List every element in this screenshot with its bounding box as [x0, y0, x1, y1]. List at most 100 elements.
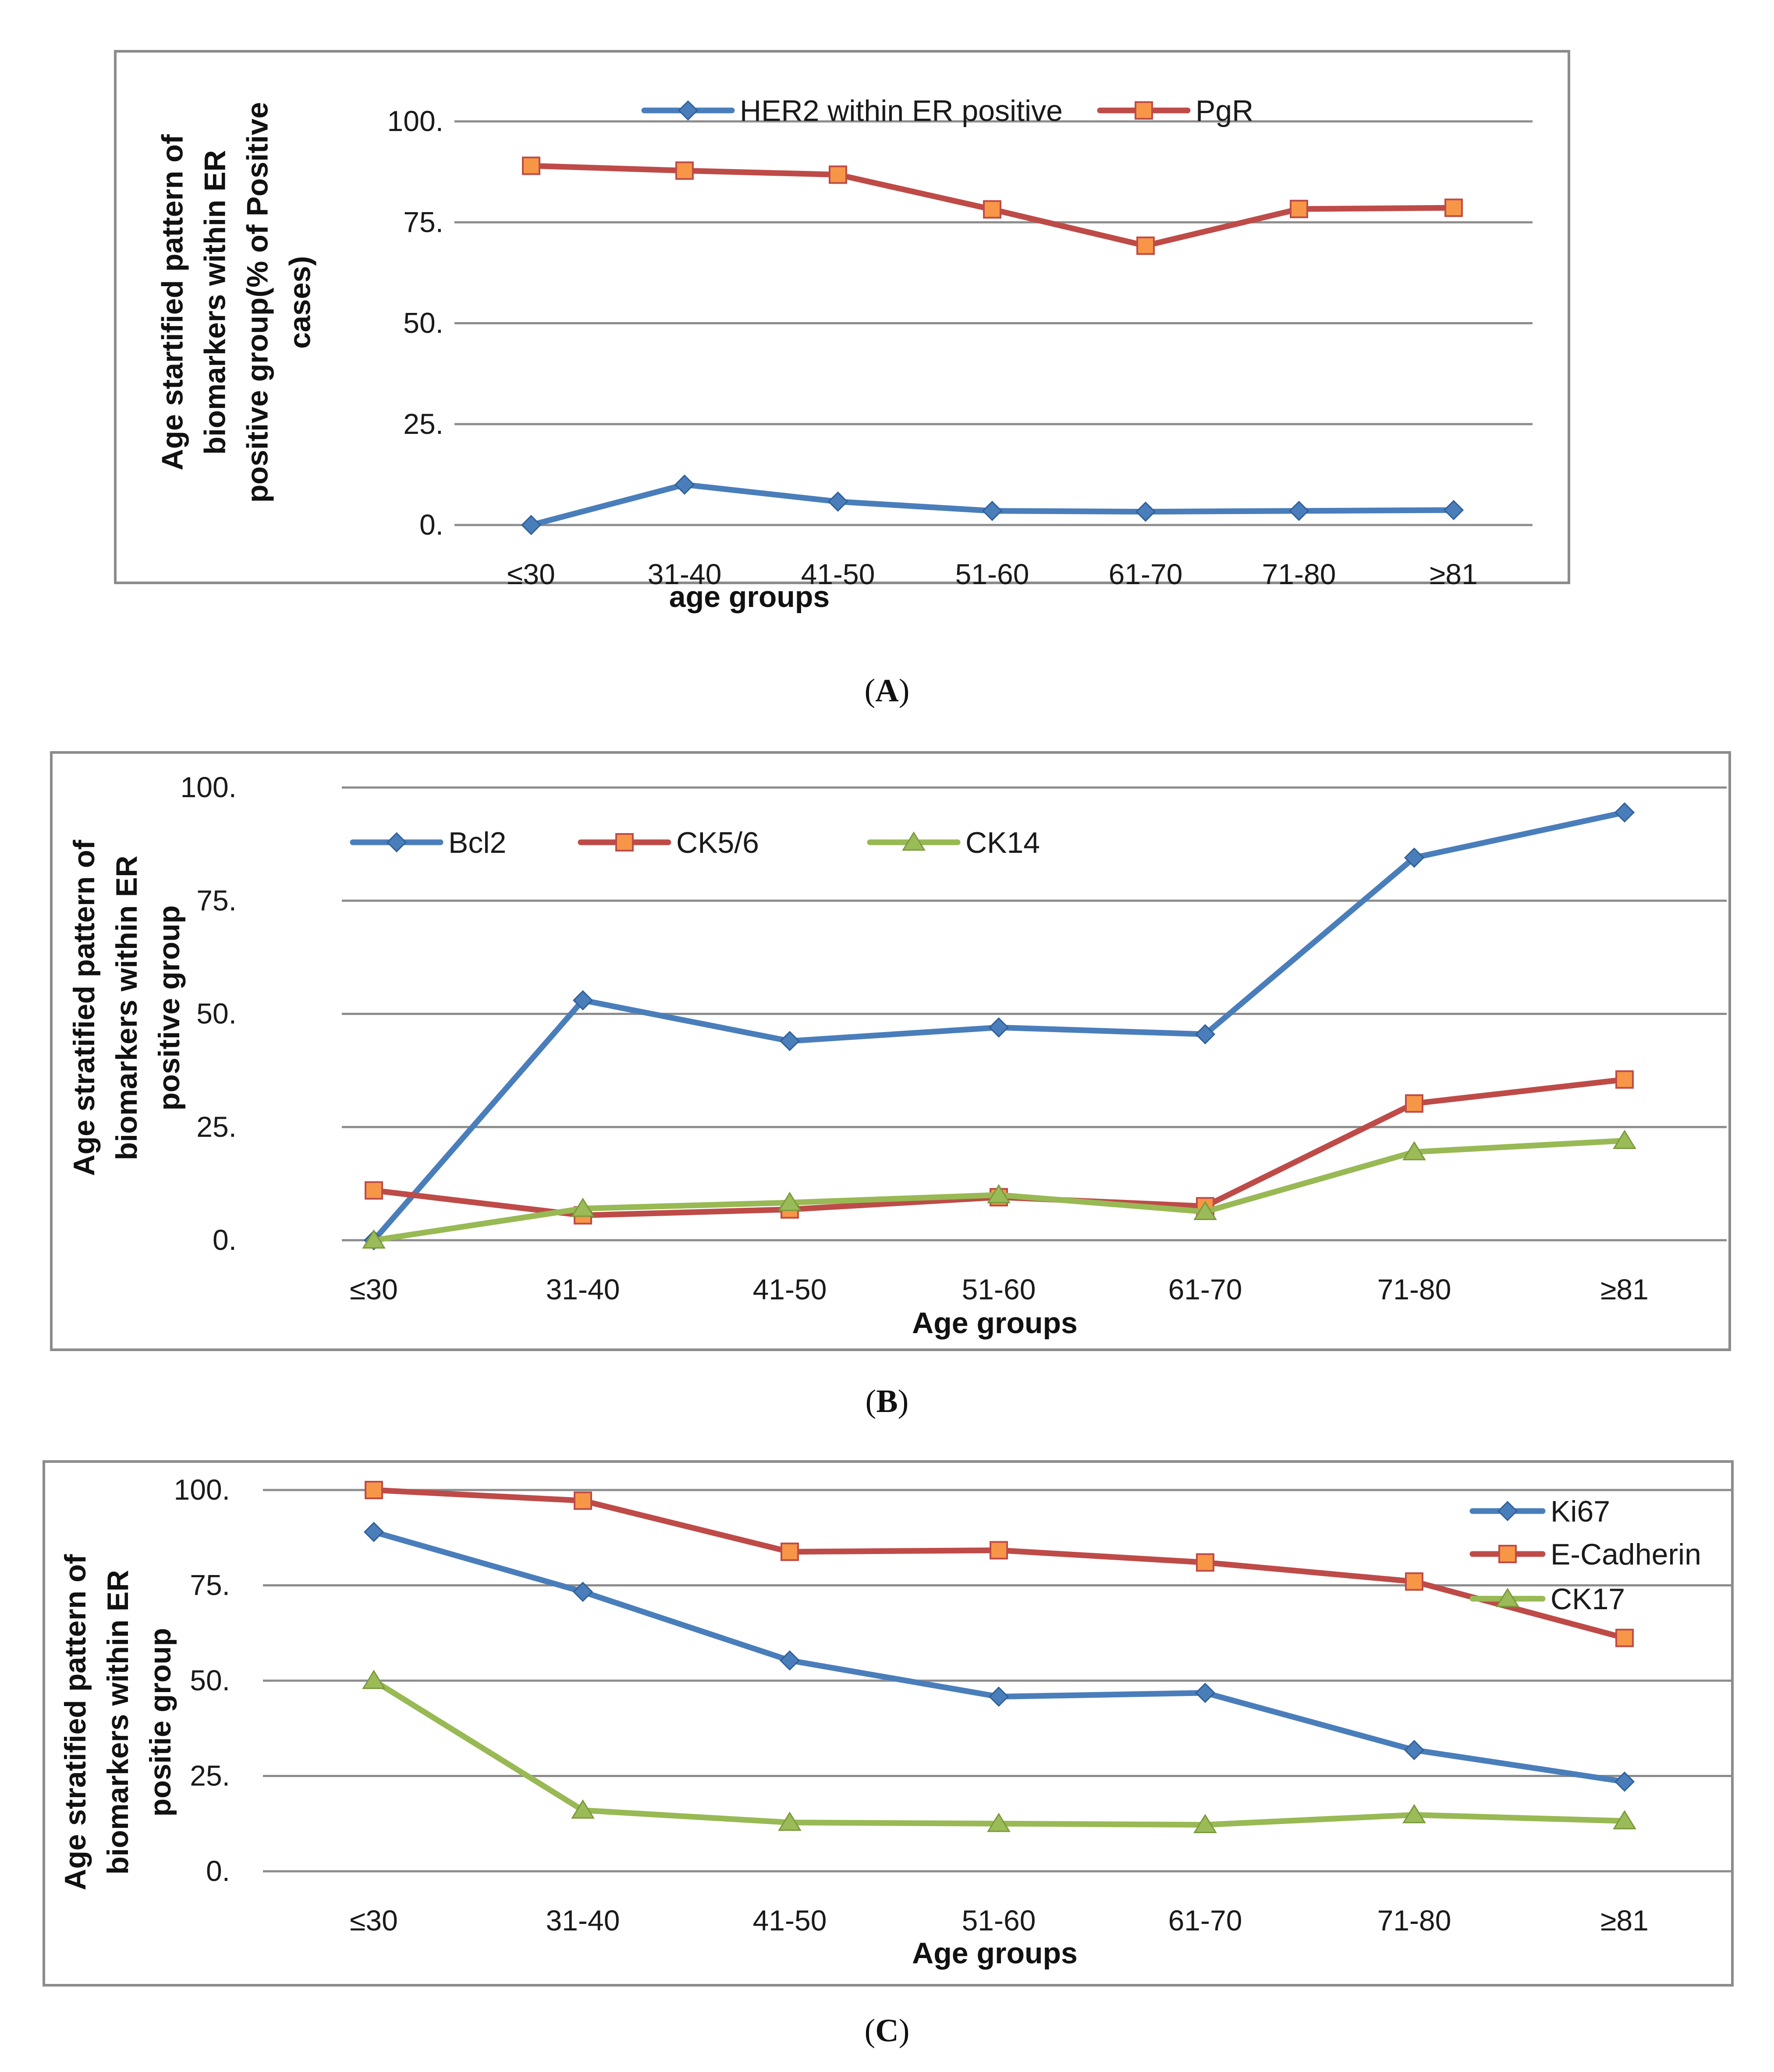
- data-point: [1402, 1141, 1426, 1160]
- y-axis-title-line: Age startified pattern of: [156, 134, 189, 470]
- legend-label: E-Cadherin: [1550, 1538, 1701, 1571]
- x-tick-label: 51-60: [962, 1273, 1036, 1306]
- legend-label: Ki67: [1550, 1495, 1610, 1528]
- y-axis-title-line: positive group: [153, 905, 186, 1111]
- x-tick-label: 51-60: [955, 558, 1029, 590]
- x-tick-label: 51-60: [962, 1904, 1036, 1937]
- x-tick-label: ≤30: [350, 1273, 398, 1306]
- x-tick-label: ≥81: [1430, 558, 1478, 590]
- data-point: [1402, 1804, 1426, 1824]
- x-tick-label: 31-40: [546, 1904, 620, 1937]
- data-point: [990, 1541, 1008, 1560]
- data-point: [1443, 500, 1464, 521]
- data-point: [1290, 199, 1308, 218]
- x-axis-title: Age groups: [912, 1306, 1078, 1340]
- data-point: [574, 1491, 592, 1510]
- y-tick-label: 50.: [196, 997, 237, 1030]
- y-tick-label: 0.: [206, 1855, 230, 1887]
- y-axis-title-line: biomarkers within ER: [199, 150, 232, 454]
- x-tick-label: 71-80: [1377, 1273, 1451, 1306]
- data-point: [827, 491, 848, 512]
- data-point: [365, 1181, 383, 1200]
- x-tick-label: 61-70: [1168, 1273, 1242, 1306]
- data-point: [987, 1813, 1011, 1832]
- caption-letter: C: [875, 2013, 898, 2049]
- x-tick-label: 61-70: [1109, 558, 1183, 590]
- y-axis-title: Age startified pattern of biomarkers with…: [156, 102, 317, 503]
- legend-entry: HER2 within ER positive: [641, 94, 1063, 128]
- caption-close-paren: ): [899, 2013, 910, 2049]
- caption-letter: B: [876, 1384, 898, 1419]
- data-point: [363, 1522, 384, 1542]
- x-tick-label: 71-80: [1262, 558, 1336, 590]
- data-point: [1614, 802, 1635, 823]
- chart-panel-b: 0. 25. 50. 75. 100. ≤30 31-40 41-50 51-60 61-70 71…: [50, 751, 1731, 1419]
- data-point: [1614, 1771, 1635, 1792]
- data-point: [674, 474, 695, 495]
- caption-close-paren: ): [898, 1384, 909, 1419]
- y-tick-label: 100.: [181, 771, 237, 803]
- series-bcl2: [363, 802, 1635, 1251]
- data-point: [778, 1811, 802, 1831]
- chart-frame: [114, 50, 1570, 584]
- caption-open-paren: (: [866, 1384, 876, 1419]
- x-tick-label: 31-40: [648, 558, 722, 590]
- caption-close-paren: ): [899, 673, 910, 709]
- y-tick-label: 25.: [196, 1111, 237, 1143]
- legend-label: CK5/6: [676, 826, 759, 859]
- legend-marker: [1135, 101, 1153, 120]
- data-point: [1613, 1810, 1636, 1830]
- chart-frame: [43, 1460, 1734, 1987]
- y-tick-label: 100.: [387, 105, 444, 137]
- caption-open-paren: (: [865, 2013, 876, 2049]
- caption-letter: A: [875, 673, 898, 709]
- y-tick-label: 100.: [174, 1473, 230, 1506]
- data-point: [1404, 847, 1425, 868]
- data-point: [1615, 1070, 1634, 1089]
- data-point: [1193, 1813, 1217, 1833]
- legend-entry: CK5/6: [578, 826, 759, 859]
- data-point: [1135, 501, 1156, 522]
- x-tick-label: ≤30: [507, 558, 555, 590]
- data-point: [365, 1481, 383, 1499]
- data-point: [1136, 236, 1155, 255]
- x-tick-label: ≥81: [1600, 1904, 1649, 1937]
- chart-panel-c: 0. 25. 50. 75. 100. ≤30 31-40 41-50 51-60 61-70 71…: [43, 1460, 1734, 2049]
- data-point: [362, 1670, 386, 1689]
- data-point: [522, 156, 540, 175]
- y-tick-label: 75.: [190, 1569, 230, 1601]
- x-tick-label: ≥81: [1600, 1273, 1649, 1306]
- panel-caption: (B): [866, 1384, 909, 1419]
- legend-label: Bcl2: [448, 826, 506, 859]
- y-axis-title-line: biomarkers within ER: [101, 1570, 135, 1874]
- data-point: [983, 200, 1001, 219]
- x-tick-label: 41-50: [753, 1273, 827, 1306]
- series-pgr: [522, 156, 1463, 255]
- legend-marker: [1496, 1588, 1519, 1607]
- data-point: [1195, 1682, 1216, 1703]
- data-point: [1193, 1201, 1217, 1220]
- panel-caption: (C): [865, 2013, 910, 2049]
- y-axis-title: Age stratified pattern of biomarkers with…: [59, 1554, 177, 1890]
- legend-entry: E-Cadherin: [1469, 1538, 1701, 1571]
- x-tick-label: ≤30: [350, 1904, 398, 1937]
- y-axis-title-line: Age stratified pattern of: [67, 840, 101, 1176]
- data-point: [675, 161, 694, 180]
- y-axis-title-line: cases): [284, 256, 317, 349]
- data-point: [572, 990, 593, 1011]
- y-axis-title-line: biomarkers within ER: [110, 855, 143, 1160]
- legend-label: CK17: [1550, 1582, 1625, 1616]
- data-point: [1405, 1094, 1423, 1113]
- legend-marker: [678, 100, 699, 121]
- legend-marker: [386, 832, 407, 853]
- data-point: [521, 514, 542, 536]
- panel-caption: (A): [865, 673, 910, 709]
- data-point: [988, 1017, 1009, 1038]
- legend-label: HER2 within ER positive: [740, 94, 1063, 128]
- legend-entry: PgR: [1097, 94, 1253, 128]
- data-point: [1615, 1629, 1634, 1647]
- data-point: [571, 1799, 595, 1819]
- data-point: [829, 165, 847, 184]
- data-point: [779, 1650, 800, 1671]
- legend-entry: Bcl2: [350, 826, 506, 859]
